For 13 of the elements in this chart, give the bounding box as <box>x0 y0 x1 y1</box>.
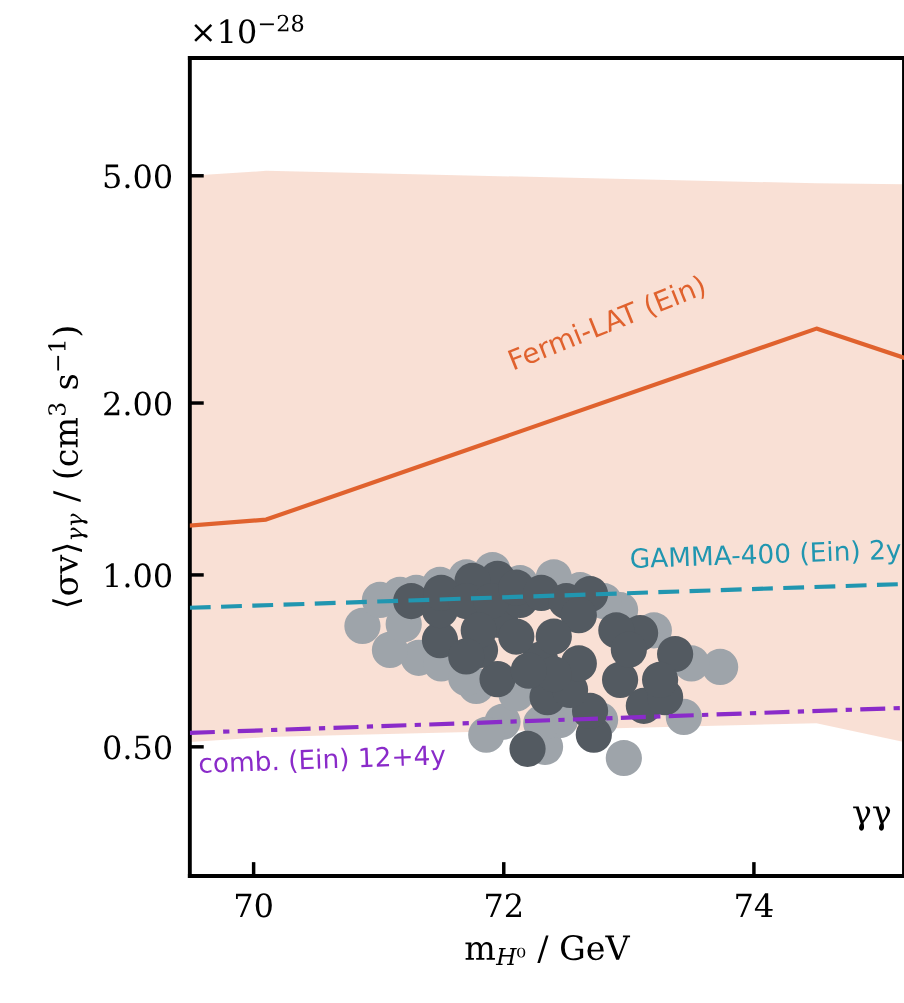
y-tick-label: 0.50 <box>104 735 172 760</box>
x-tick-label: 70 <box>235 893 272 918</box>
x-tick-label: 72 <box>486 893 521 917</box>
x-axis-title: m$_{H⁰}$ / GeV <box>465 935 631 965</box>
y-axis-title: ⟨σv⟩$_{γγ}$ / (cm$^{3}$ s$^{−1}$) <box>48 327 88 607</box>
text: ×10$^{−28}$ <box>194 14 304 44</box>
annotation: γγ <box>853 806 891 831</box>
annotation: comb. (Ein) 12+4y <box>199 744 446 779</box>
x-tick-label: 74 <box>736 893 773 917</box>
annotation: GAMMA-400 (Ein) 2y <box>630 538 902 574</box>
y-tick-label: 1.00 <box>105 563 172 588</box>
y-tick-label: 2.00 <box>104 391 172 416</box>
y-tick-label: 5.00 <box>104 164 172 189</box>
